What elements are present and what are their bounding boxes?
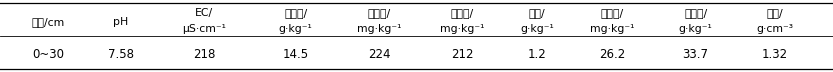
Text: 速效钔/: 速效钔/ bbox=[451, 8, 474, 18]
Text: 有机质/: 有机质/ bbox=[284, 8, 307, 18]
Text: 14.5: 14.5 bbox=[282, 48, 309, 61]
Text: 1.2: 1.2 bbox=[528, 48, 546, 61]
Text: 224: 224 bbox=[367, 48, 391, 61]
Text: g·cm⁻³: g·cm⁻³ bbox=[756, 24, 793, 34]
Text: g·kg⁻¹: g·kg⁻¹ bbox=[521, 24, 554, 34]
Text: pH: pH bbox=[113, 17, 128, 27]
Text: 0~30: 0~30 bbox=[32, 48, 64, 61]
Text: 碳酸馒/: 碳酸馒/ bbox=[684, 8, 707, 18]
Text: 218: 218 bbox=[193, 48, 215, 61]
Text: mg·kg⁻¹: mg·kg⁻¹ bbox=[357, 24, 402, 34]
Text: 土层/cm: 土层/cm bbox=[32, 17, 65, 27]
Text: mg·kg⁻¹: mg·kg⁻¹ bbox=[440, 24, 485, 34]
Text: EC/: EC/ bbox=[195, 8, 213, 18]
Text: 26.2: 26.2 bbox=[599, 48, 626, 61]
Text: 7.58: 7.58 bbox=[107, 48, 134, 61]
Text: 速效磷/: 速效磷/ bbox=[367, 8, 391, 18]
Text: 无机氮/: 无机氮/ bbox=[601, 8, 624, 18]
Text: μS·cm⁻¹: μS·cm⁻¹ bbox=[182, 24, 226, 34]
Text: mg·kg⁻¹: mg·kg⁻¹ bbox=[590, 24, 635, 34]
Text: 1.32: 1.32 bbox=[761, 48, 788, 61]
Text: 212: 212 bbox=[451, 48, 474, 61]
Text: 容重/: 容重/ bbox=[766, 8, 783, 18]
Text: g·kg⁻¹: g·kg⁻¹ bbox=[679, 24, 712, 34]
Text: 33.7: 33.7 bbox=[682, 48, 709, 61]
Text: 全氮/: 全氮/ bbox=[529, 8, 546, 18]
Text: g·kg⁻¹: g·kg⁻¹ bbox=[279, 24, 312, 34]
